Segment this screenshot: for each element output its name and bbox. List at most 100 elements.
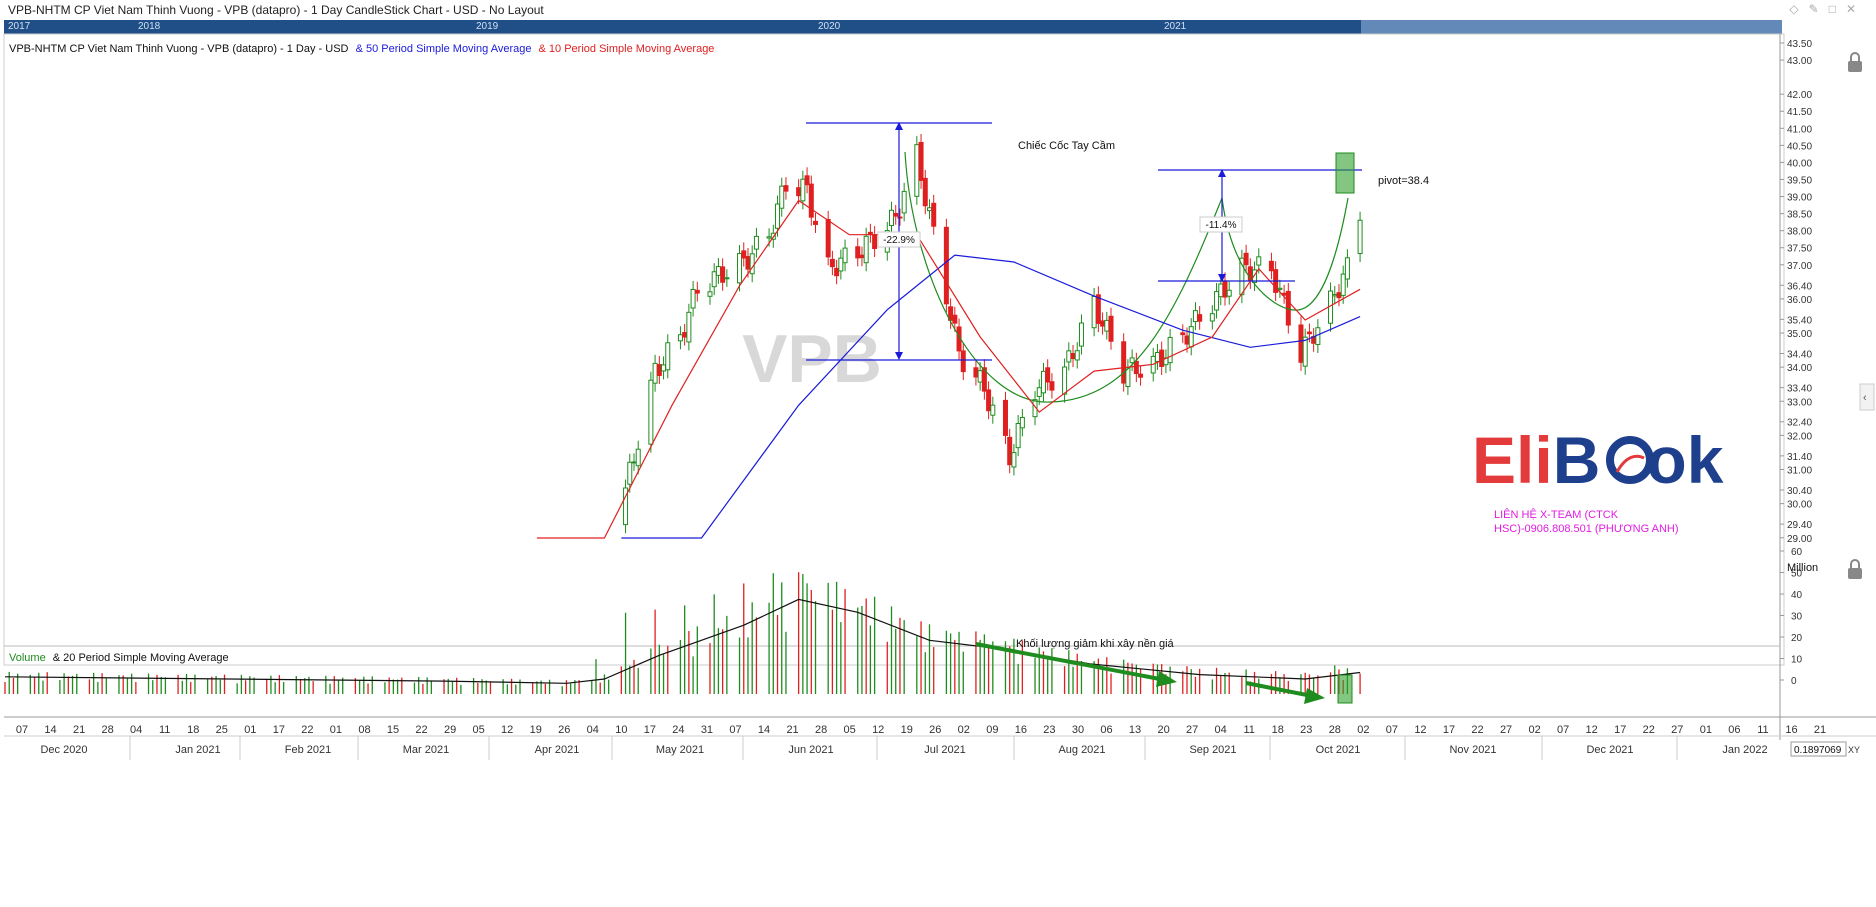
candle-body [960,350,966,373]
x-month-label: Dec 2020 [40,744,87,756]
x-day-label: 08 [358,724,370,736]
candle-body [986,389,992,412]
x-day-label: 17 [1614,724,1626,736]
candle-body [1298,324,1304,363]
contact-line-1: LIÊN HỆ X-TEAM (CTCK [1494,508,1619,521]
candle-body [652,362,658,384]
candle-body [737,253,743,284]
volume-decline-arrow [975,642,1166,682]
candle-body [1214,291,1220,311]
candle-body [800,178,806,202]
nav-year: 2018 [138,21,161,32]
x-day-label: 06 [1728,724,1740,736]
volume-sma20-line [4,598,1361,684]
nav-selection-window[interactable] [1361,20,1782,34]
drop1-arrowhead-down [895,352,903,360]
breakout-candle-highlight [1335,152,1355,194]
candle-body [665,342,671,371]
x-day-label: 12 [1586,724,1598,736]
candle-body [1036,387,1042,397]
x-month-label: Nov 2021 [1449,744,1496,756]
candle-body [631,461,637,464]
x-day-label: 26 [558,724,570,736]
x-day-label: 01 [244,724,256,736]
logo-ring [1606,436,1654,484]
y-tick-label: 41.50 [1787,107,1812,118]
y-tick-label: 32.00 [1787,431,1812,442]
candle-body [1100,320,1106,327]
volume-tick-label: 40 [1791,590,1803,601]
y-tick-label: 35.00 [1787,329,1812,340]
nav-year: 2019 [476,21,499,32]
y-tick-label: 43.50 [1787,39,1812,50]
candle-body [1040,370,1046,394]
candle-body [1095,294,1101,324]
x-month-label: Jan 2022 [1722,744,1767,756]
watermark-symbol: VPB [742,321,882,397]
cup-handle-label: Chiếc Cốc Tay Cầm [1018,140,1115,152]
x-day-label: 27 [1671,724,1683,736]
x-day-label: 28 [1329,724,1341,736]
breakout-volume-highlight [1337,674,1353,704]
candle-body [1357,219,1363,254]
candle-body [918,141,924,181]
x-day-label: 15 [387,724,399,736]
candle-body [720,266,726,283]
drop2-arrowhead-down [1218,274,1226,282]
candle-body [1188,326,1194,348]
candle-body [889,209,894,226]
volume-tick-label: 60 [1791,547,1803,558]
y-tick-label: 30.40 [1787,486,1812,497]
y-axis-ticks: 43.50 43.00 42.00 41.50 41.00 40.50 40.00 39.50… [1780,39,1812,545]
x-day-label: 17 [644,724,656,736]
collapse-panel-icon[interactable]: ‹ [1859,383,1875,411]
y-tick-label: 31.40 [1787,452,1812,463]
time-navigator[interactable]: 2017 2018 2019 2020 2021 [4,20,1782,34]
sma10-line [536,199,1361,539]
x-day-label: 13 [1129,724,1141,736]
x-month-label: Jul 2021 [924,744,966,756]
volume-tick-label: 50 [1791,569,1803,580]
x-day-label: 01 [330,724,342,736]
zoom-xy-button[interactable]: XY [1848,745,1860,755]
x-day-label: 22 [1471,724,1483,736]
x-day-label: 02 [958,724,970,736]
x-day-label: 11 [1757,724,1768,736]
logo-swoosh [1615,454,1645,473]
window-controls[interactable]: ◇✎□✕ [1789,2,1866,16]
candle-body [1062,366,1068,395]
candle-body [981,367,987,392]
lock-icon[interactable] [1848,52,1862,72]
candle-body [694,289,700,294]
candle-body [753,235,759,250]
stock-chart[interactable]: VPB-NHTM CP Viet Nam Thinh Vuong - VPB (… [0,20,1876,907]
candle-body [897,216,903,219]
x-month-label: May 2021 [656,744,704,756]
candle-body [1104,319,1110,332]
zoom-input[interactable] [1790,741,1847,757]
candle-body [872,234,878,250]
lock-icon[interactable] [1848,559,1862,579]
volume-decline-arrow-2 [1245,681,1313,698]
candle-body [804,175,810,186]
candle-body [1133,360,1139,375]
candle-body [1256,256,1262,266]
candle-body [1192,310,1198,323]
x-day-label: 14 [44,724,56,736]
candle-body [1302,336,1308,367]
drop1-arrowhead-up [895,122,903,130]
x-axis-month-labels: Dec 2020 Jan 2021 Feb 2021 Mar 2021 Apr 2021… [40,736,1768,760]
candle-body [1108,315,1114,342]
volume-tick-label: 0 [1791,676,1797,687]
x-day-label: 25 [216,724,228,736]
candle-body [715,266,721,276]
volume-panel-header: Volume & 20 Period Simple Moving Average [9,652,229,664]
candle-body [724,277,730,280]
volume-bars [4,572,1361,694]
x-day-label: 07 [16,724,28,736]
y-tick-label: 37.50 [1787,244,1812,255]
candle-body [1091,295,1097,329]
x-day-label: 22 [1643,724,1655,736]
x-month-label: Feb 2021 [285,744,331,756]
candle-body [779,185,785,209]
